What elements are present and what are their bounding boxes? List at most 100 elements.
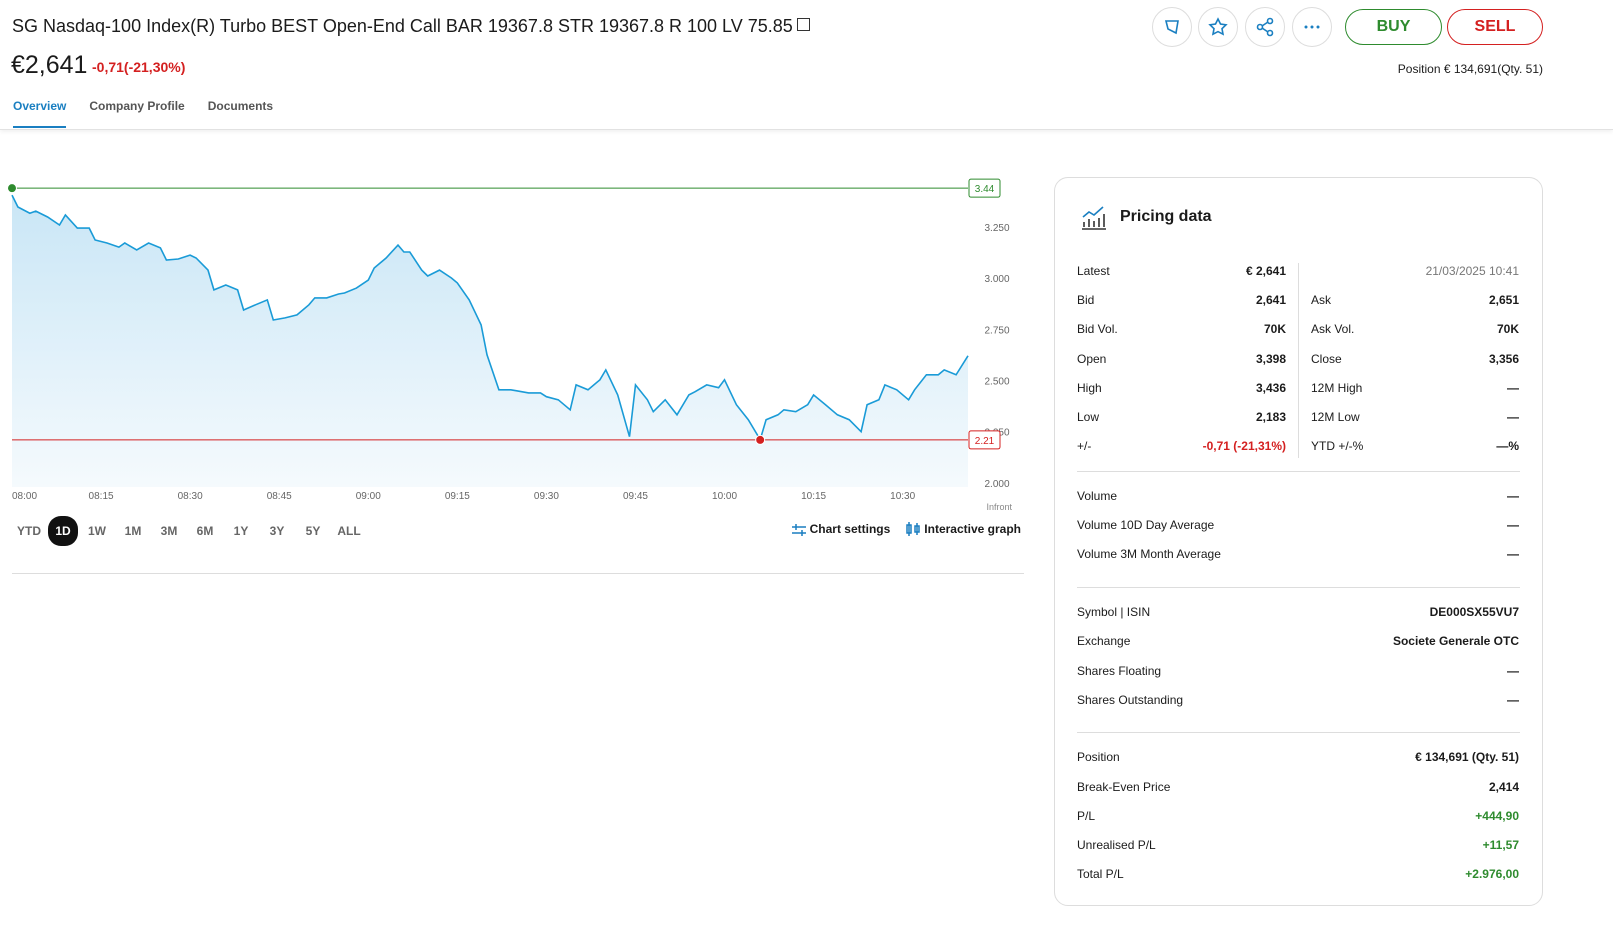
row-label: Volume 10D Day Average bbox=[1077, 518, 1215, 533]
row-label: Volume 3M Month Average bbox=[1077, 547, 1221, 562]
data-row: Position € 134,691 (Qty. 51) bbox=[1077, 750, 1519, 766]
range-button[interactable]: 1W bbox=[88, 524, 106, 538]
range-button[interactable]: 1M bbox=[124, 524, 142, 538]
chart-tool[interactable]: Interactive graph bbox=[906, 522, 1021, 536]
price: €2,641 bbox=[11, 51, 88, 79]
row-label: Close bbox=[1311, 351, 1342, 366]
row-value: 3,398 bbox=[1255, 351, 1286, 366]
data-row: Unrealised P/L +11,57 bbox=[1077, 838, 1519, 854]
row-value: DE000SX55VU7 bbox=[1429, 605, 1519, 620]
tool-label: Chart settings bbox=[809, 522, 891, 536]
alert-button[interactable] bbox=[1152, 7, 1192, 47]
reference-dot bbox=[7, 183, 17, 194]
range-button[interactable]: 5Y bbox=[305, 524, 321, 538]
sell-button[interactable]: SELL bbox=[1447, 9, 1543, 45]
row-value: 3,436 bbox=[1255, 380, 1286, 395]
row-value: Societe Generale OTC bbox=[1392, 634, 1519, 649]
data-row: YTD +/-% —% bbox=[1311, 439, 1519, 455]
chart-tool[interactable]: Chart settings bbox=[791, 522, 891, 536]
row-label: Latest bbox=[1077, 264, 1110, 278]
data-row: Symbol | ISIN DE000SX55VU7 bbox=[1077, 605, 1519, 621]
pricing-card bbox=[1054, 177, 1543, 906]
data-row: Bid 2,641 bbox=[1077, 293, 1286, 309]
data-row: +/- -0,71 (-21,31%) bbox=[1077, 439, 1286, 455]
row-label: 12M High bbox=[1311, 380, 1363, 395]
range-button[interactable]: ALL bbox=[337, 524, 361, 538]
row-label: +/- bbox=[1077, 439, 1092, 454]
row-value: 70K bbox=[1496, 322, 1519, 337]
buy-button[interactable]: BUY bbox=[1345, 9, 1442, 45]
range-button[interactable]: 1Y bbox=[233, 524, 249, 538]
range-selector: YTD 1D 1W 1M 3M 6M 1Y 3Y 5Y ALL bbox=[12, 516, 368, 546]
data-row: Volume 3M Month Average — bbox=[1077, 547, 1519, 563]
data-row: 12M Low — bbox=[1311, 410, 1519, 426]
tabs: Overview Company Profile Documents bbox=[13, 99, 273, 128]
price-chart: 2.0002.2502.5002.7503.0003.25008:0008:15… bbox=[7, 178, 1012, 512]
reference-label-box bbox=[968, 178, 1001, 198]
row-value: — bbox=[1507, 518, 1519, 533]
range-button[interactable]: YTD bbox=[17, 524, 41, 538]
row-label: Ask bbox=[1311, 293, 1332, 308]
row-label: Unrealised P/L bbox=[1077, 838, 1156, 852]
range-button[interactable]: 6M bbox=[196, 524, 214, 538]
x-tick-label: 10:15 bbox=[801, 491, 826, 502]
pricing-icon bbox=[1082, 206, 1106, 230]
row-label: Break-Even Price bbox=[1077, 779, 1171, 794]
data-row: Shares Outstanding — bbox=[1077, 693, 1519, 709]
row-label: Bid bbox=[1077, 293, 1095, 308]
y-tick-label: 3.000 bbox=[984, 274, 1009, 285]
row-label: P/L bbox=[1077, 808, 1096, 823]
range-button[interactable]: 1D bbox=[48, 516, 78, 546]
y-tick-label: 3.250 bbox=[984, 223, 1009, 234]
divider bbox=[12, 573, 1024, 574]
tab[interactable]: Overview bbox=[13, 99, 67, 128]
data-row: Bid Vol. 70K bbox=[1077, 322, 1286, 338]
reference-label: 3.44 bbox=[975, 184, 995, 195]
icon bbox=[1304, 25, 1320, 29]
range-button[interactable]: 3Y bbox=[269, 524, 285, 538]
row-label: Total P/L bbox=[1077, 867, 1124, 882]
row-value: — bbox=[1507, 380, 1519, 395]
row-value: 70K bbox=[1263, 322, 1286, 337]
y-tick-label: 2.500 bbox=[984, 377, 1009, 388]
tool-label: Interactive graph bbox=[924, 522, 1021, 536]
icon bbox=[1256, 17, 1274, 37]
row-label: Ask Vol. bbox=[1311, 322, 1355, 337]
watchlist-button[interactable] bbox=[1198, 7, 1238, 47]
header: SG Nasdaq-100 Index(R) Turbo BEST Open-E… bbox=[0, 0, 1613, 130]
data-row: 12M High — bbox=[1311, 381, 1519, 397]
data-row: Volume 10D Day Average — bbox=[1077, 518, 1519, 534]
x-tick-label: 08:00 bbox=[12, 491, 37, 502]
data-row: Close 3,356 bbox=[1311, 352, 1519, 368]
pricing-title: Pricing data bbox=[1120, 208, 1212, 225]
price-change: -0,71(-21,30%) bbox=[92, 59, 186, 75]
column-divider bbox=[1298, 263, 1299, 458]
share-button[interactable] bbox=[1245, 7, 1285, 47]
tab[interactable]: Company Profile bbox=[89, 99, 185, 113]
row-value: —% bbox=[1496, 439, 1519, 454]
row-label: Position bbox=[1077, 750, 1120, 765]
chart-tools: Chart settings Interactive graph bbox=[791, 522, 1021, 536]
x-tick-label: 09:45 bbox=[623, 491, 648, 502]
x-tick-label: 08:15 bbox=[89, 491, 114, 502]
row-value: 2,651 bbox=[1488, 293, 1519, 308]
range-button[interactable]: 3M bbox=[160, 524, 178, 538]
row-value: — bbox=[1507, 692, 1519, 707]
tool-icon bbox=[791, 524, 806, 536]
row-label: YTD +/-% bbox=[1311, 439, 1364, 454]
tab[interactable]: Documents bbox=[207, 99, 274, 113]
data-row: Total P/L +2.976,00 bbox=[1077, 867, 1519, 883]
data-row: Exchange Societe Generale OTC bbox=[1077, 634, 1519, 650]
row-value: -0,71 (-21,31%) bbox=[1202, 439, 1286, 454]
row-value: 2,641 bbox=[1255, 293, 1286, 308]
row-value: € 134,691 (Qty. 51) bbox=[1415, 750, 1519, 765]
info-icon[interactable] bbox=[796, 18, 810, 31]
more-button[interactable] bbox=[1292, 7, 1332, 47]
row-label: Symbol | ISIN bbox=[1077, 605, 1151, 620]
row-value: — bbox=[1507, 547, 1519, 562]
position-summary: Position € 134,691(Qty. 51) bbox=[1397, 62, 1543, 76]
data-row: Volume — bbox=[1077, 489, 1519, 505]
x-tick-label: 09:00 bbox=[356, 491, 381, 502]
price-line bbox=[11, 194, 969, 442]
